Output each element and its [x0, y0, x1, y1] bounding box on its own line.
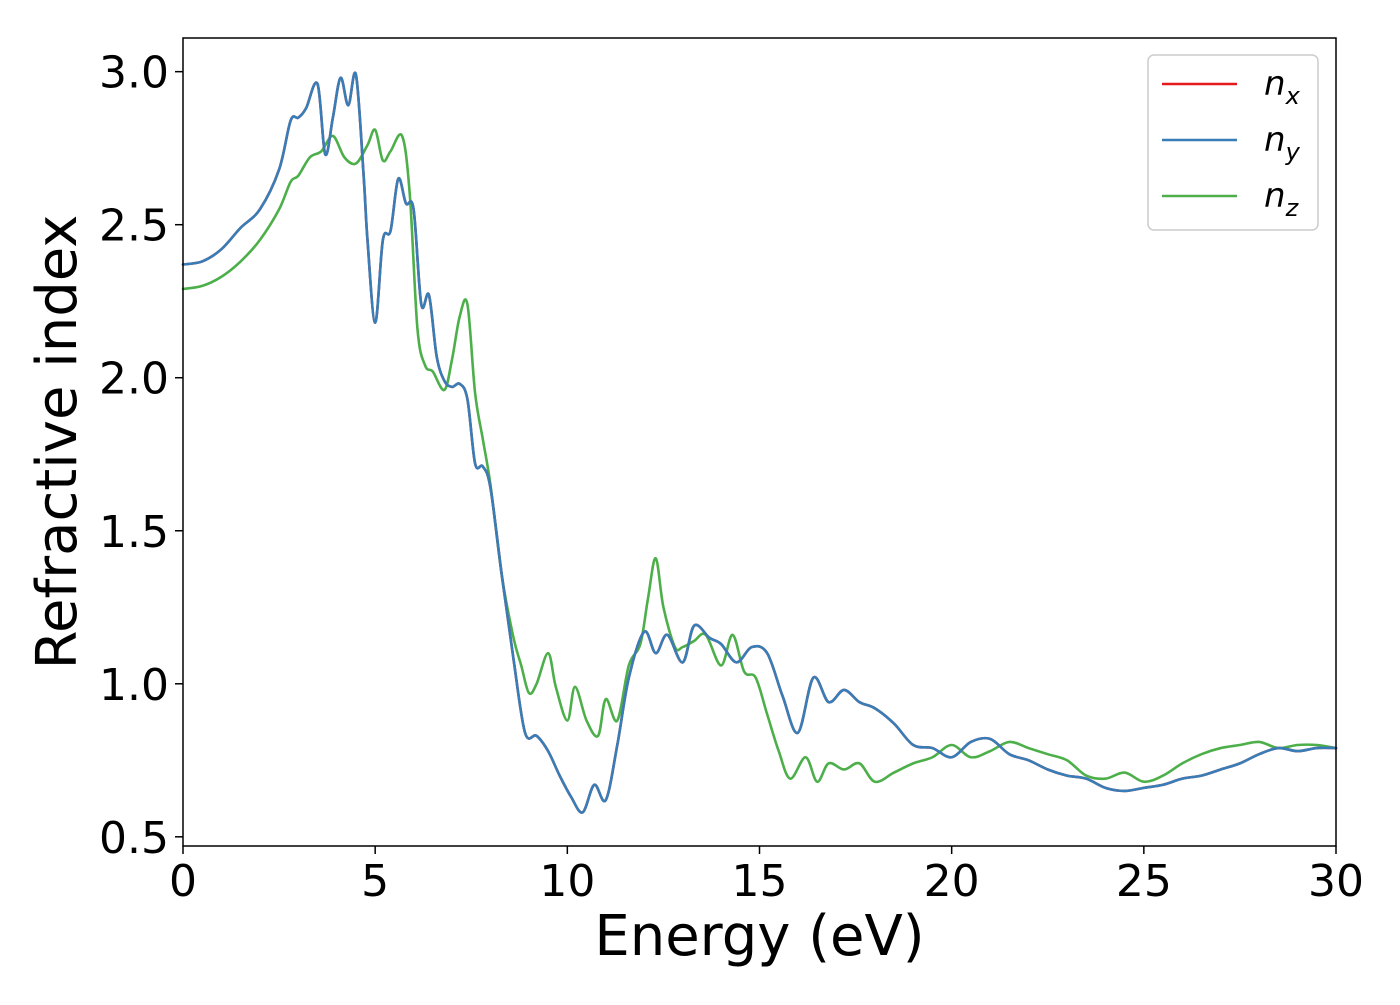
y-tick-label: 3.0 [99, 48, 169, 99]
legend-box [1147, 54, 1319, 231]
legend-label-n-y: ny [1264, 120, 1301, 166]
plot-background [183, 38, 1336, 846]
y-tick-label: 2.0 [99, 354, 169, 405]
plot-frame [182, 37, 1337, 847]
series-layer [181, 71, 1338, 814]
series-line-n-z [181, 128, 1338, 784]
y-ticks: 0.5 1.0 1.5 2.0 2.5 3.0 [99, 48, 183, 864]
legend-label-n-z: nz [1264, 176, 1300, 222]
x-ticks: 0 5 10 15 20 25 30 [169, 846, 1364, 907]
y-axis-title: Refractive index [25, 215, 90, 670]
x-tick-label: 25 [1116, 856, 1172, 907]
y-tick-label: 1.5 [99, 507, 169, 558]
y-tick-label: 0.5 [99, 813, 169, 864]
y-tick-label: 1.0 [99, 660, 169, 711]
y-tick-label: 2.5 [99, 201, 169, 252]
x-tick-label: 10 [539, 856, 595, 907]
x-tick-label: 0 [169, 856, 197, 907]
x-tick-label: 15 [732, 856, 788, 907]
x-tick-label: 5 [361, 856, 389, 907]
legend-entries: nx ny nz [1162, 64, 1301, 222]
legend-label-n-x: nx [1264, 64, 1301, 110]
series-line-n-y [181, 71, 1338, 814]
x-tick-label: 30 [1308, 856, 1364, 907]
x-axis-title: Energy (eV) [594, 904, 924, 969]
legend: nx ny nz [1147, 54, 1319, 231]
x-tick-label: 20 [924, 856, 980, 907]
